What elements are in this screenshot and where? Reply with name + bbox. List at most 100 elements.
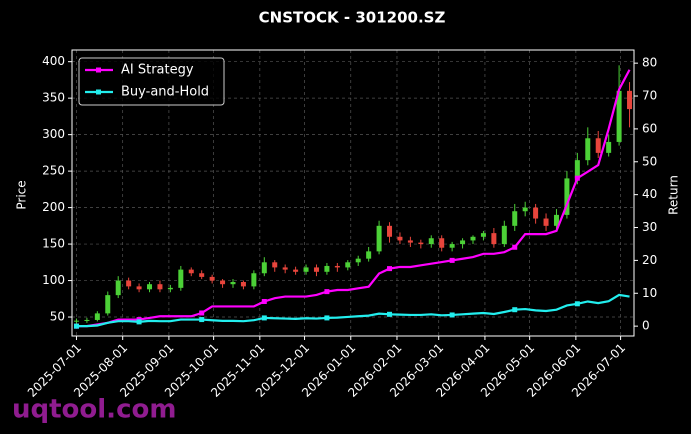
y2-tick-label: 40	[642, 187, 657, 201]
candle-body	[188, 269, 194, 274]
y2-axis-label: Return	[667, 175, 681, 215]
candle-body	[543, 218, 549, 226]
legend-marker	[96, 67, 101, 73]
line-marker	[261, 315, 267, 321]
candle-body	[105, 295, 111, 314]
y2-tick-label: 10	[642, 286, 657, 300]
line-marker	[449, 257, 455, 263]
line-marker	[449, 312, 455, 318]
candle-body	[303, 267, 309, 272]
y-axis-label: Price	[15, 180, 29, 209]
candle-body	[585, 138, 591, 161]
y2-tick-label: 20	[642, 253, 657, 267]
candle-body	[407, 240, 413, 243]
candle-body	[261, 262, 267, 274]
line-marker	[387, 266, 393, 272]
legend-label: AI Strategy	[121, 63, 194, 78]
candle-body	[627, 90, 633, 110]
candle-body	[73, 320, 79, 322]
y2-tick-label: 60	[642, 121, 657, 135]
candle-body	[574, 160, 580, 179]
candle-body	[334, 265, 340, 268]
line-marker	[512, 307, 518, 313]
candle-body	[94, 313, 100, 320]
candle-body	[157, 284, 163, 290]
y-tick-label: 300	[42, 127, 65, 141]
candle-body	[126, 280, 132, 287]
y-tick-label: 150	[42, 237, 65, 251]
legend-marker	[96, 89, 101, 95]
candle-body	[595, 138, 601, 153]
line-marker	[324, 315, 330, 321]
candle-body	[606, 141, 612, 153]
candle-body	[209, 276, 215, 281]
legend-box	[78, 57, 225, 106]
line-marker	[199, 310, 205, 316]
candle-body	[136, 286, 142, 290]
candle-body	[376, 225, 382, 252]
line-marker	[574, 175, 580, 181]
candle-body	[230, 282, 236, 285]
y-tick-label: 50	[50, 310, 65, 324]
candle-body	[355, 258, 361, 263]
candle-body	[553, 214, 559, 226]
line-marker	[387, 311, 393, 317]
plot-frame	[71, 49, 635, 337]
line-marker	[324, 289, 330, 295]
candle-body	[428, 238, 434, 245]
candle-body	[397, 236, 403, 241]
candle-body	[272, 262, 278, 268]
y-tick-label: 400	[42, 54, 65, 68]
candle-body	[470, 236, 476, 241]
candle-body	[418, 242, 424, 245]
line-marker	[73, 323, 79, 329]
candle-body	[240, 282, 246, 287]
y-tick-label: 200	[42, 200, 65, 214]
candle-body	[439, 238, 445, 248]
candle-body	[324, 265, 330, 272]
candle-body	[199, 273, 205, 277]
candle-body	[449, 244, 455, 248]
candle-body	[251, 273, 257, 287]
candle-body	[313, 267, 319, 272]
y-tick-label: 350	[42, 91, 65, 105]
line-marker	[512, 244, 518, 250]
candle-body	[167, 287, 173, 290]
candle-body	[522, 207, 528, 212]
line-marker	[199, 317, 205, 323]
y2-tick-label: 30	[642, 220, 657, 234]
return-line	[76, 293, 630, 328]
candle-body	[220, 280, 226, 285]
candle-body	[282, 267, 288, 270]
y2-tick-label: 0	[642, 319, 650, 333]
chart-title: CNSTOCK - 301200.SZ	[259, 9, 446, 27]
candle-body	[387, 225, 393, 237]
legend-label: Buy-and-Hold	[121, 85, 209, 100]
line-marker	[261, 298, 267, 304]
candle-body	[491, 233, 497, 245]
y-tick-label: 100	[42, 273, 65, 287]
y2-tick-label: 70	[642, 89, 657, 103]
candle-body	[616, 90, 622, 142]
candle-body	[512, 211, 518, 226]
candle-body	[345, 262, 351, 268]
y2-tick-label: 80	[642, 56, 657, 70]
return-line	[76, 69, 631, 328]
candle-body	[293, 269, 299, 272]
candle-body	[147, 284, 153, 290]
y2-tick-label: 50	[642, 154, 657, 168]
candle-body	[501, 225, 507, 245]
candle-body	[115, 280, 121, 296]
candle-body	[84, 319, 90, 321]
candle-body	[564, 178, 570, 215]
candle-body	[366, 251, 372, 259]
line-marker	[136, 319, 142, 325]
watermark: uqtool.com	[12, 395, 176, 425]
y-tick-label: 250	[42, 164, 65, 178]
candle-body	[178, 269, 184, 288]
candle-body	[460, 240, 466, 245]
line-marker	[574, 301, 580, 307]
candle-body	[533, 207, 539, 219]
